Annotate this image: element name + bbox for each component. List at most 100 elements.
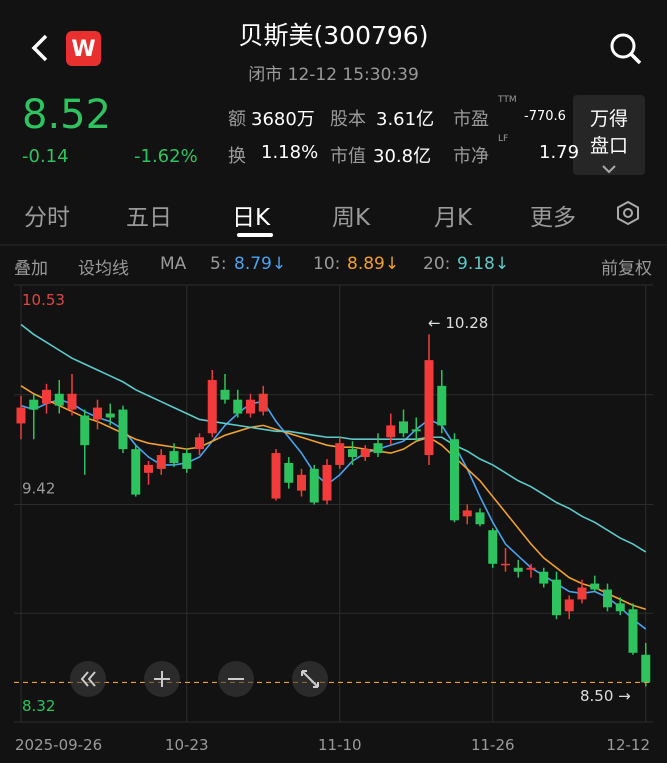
chevron bbox=[602, 165, 616, 174]
change-pct: -1.62% bbox=[134, 146, 198, 167]
candle-body bbox=[501, 563, 510, 566]
candle-body bbox=[246, 399, 255, 414]
ma-line bbox=[20, 385, 646, 611]
stat-value: -770.6 bbox=[524, 109, 566, 124]
candle-body bbox=[297, 474, 306, 491]
candle-body bbox=[424, 360, 434, 456]
candle-body bbox=[182, 453, 192, 469]
tab[interactable]: 分时 bbox=[24, 205, 70, 231]
candle-body bbox=[577, 587, 587, 600]
y-tick-label: 8.32 bbox=[22, 697, 55, 715]
candle-body bbox=[309, 468, 319, 503]
candle-body bbox=[450, 439, 459, 521]
tab[interactable]: 五日 bbox=[126, 205, 172, 231]
candle-body bbox=[411, 429, 421, 432]
candle-body bbox=[156, 455, 166, 469]
high-annotation: ← 10.28 bbox=[428, 314, 489, 332]
candle-body bbox=[220, 389, 230, 400]
market-depth-button[interactable] bbox=[573, 95, 645, 175]
back-button[interactable] bbox=[31, 34, 48, 62]
tab[interactable]: 月K bbox=[434, 205, 473, 231]
candle-body bbox=[105, 413, 115, 418]
legend-name: 20: bbox=[423, 254, 451, 274]
candle-body bbox=[437, 385, 447, 426]
candle-body bbox=[80, 415, 90, 446]
legend-name: 10: bbox=[313, 254, 341, 274]
y-tick-label: 10.53 bbox=[22, 291, 65, 309]
tab[interactable]: 周K bbox=[332, 205, 371, 231]
candle-body bbox=[54, 393, 64, 406]
tab[interactable]: 更多 bbox=[530, 205, 576, 231]
x-tick-label: 11-10 bbox=[318, 736, 362, 754]
candle-body bbox=[348, 449, 357, 458]
stat-label: 市值 bbox=[330, 146, 366, 167]
x-tick-label: 10-23 bbox=[165, 736, 209, 754]
candle-body bbox=[16, 407, 26, 424]
price: 8.52 bbox=[22, 92, 112, 138]
stat-sup: TTM bbox=[498, 95, 517, 105]
candle-body bbox=[590, 583, 600, 590]
change: -0.14 bbox=[22, 146, 69, 167]
x-tick-label: 2025-09-26 bbox=[15, 736, 102, 754]
candle-body bbox=[271, 453, 281, 499]
tab-underline bbox=[237, 233, 273, 237]
stat-value: 1.18% bbox=[261, 142, 319, 163]
stat-label: 换 bbox=[228, 146, 246, 167]
adjust-button[interactable]: 前复权 bbox=[601, 259, 652, 279]
search-button[interactable] bbox=[610, 33, 642, 65]
x-tick-label: 11-26 bbox=[471, 736, 515, 754]
logo-text: W bbox=[71, 37, 95, 62]
overlay-button[interactable]: 叠加 bbox=[14, 259, 48, 279]
stat-value: 30.8亿 bbox=[373, 146, 432, 167]
stat-label: 股本 bbox=[330, 109, 366, 130]
stat-label: 市净 bbox=[453, 146, 489, 167]
stock-title: 贝斯美(300796) bbox=[238, 21, 429, 50]
candle-body bbox=[641, 654, 651, 683]
candle-body bbox=[488, 530, 498, 564]
candle-body bbox=[615, 603, 625, 612]
legend-value: 9.18↓ bbox=[457, 254, 510, 274]
candle-body bbox=[360, 449, 370, 458]
stat-sup: LF bbox=[498, 134, 509, 144]
candle-body bbox=[207, 379, 217, 434]
candle-body bbox=[539, 571, 549, 584]
candle-body bbox=[258, 393, 268, 412]
candle-body bbox=[29, 399, 39, 410]
legend-value: 8.89↓ bbox=[347, 254, 400, 274]
candle-body bbox=[284, 462, 294, 483]
candle-body bbox=[93, 407, 102, 420]
candle-body bbox=[169, 451, 179, 463]
candle-body bbox=[335, 443, 345, 465]
candle-body bbox=[564, 599, 574, 612]
low-annotation: 8.50 → bbox=[580, 687, 631, 705]
button-text: 盘口 bbox=[589, 135, 628, 157]
candle-body bbox=[603, 589, 612, 608]
y-tick-label: 9.42 bbox=[22, 479, 55, 497]
stat-value: 3680万 bbox=[251, 109, 315, 130]
candle-body bbox=[373, 443, 383, 454]
settings-button[interactable] bbox=[617, 200, 639, 226]
legend-name: 5: bbox=[210, 254, 227, 274]
candle-body bbox=[462, 510, 472, 517]
candle-body bbox=[195, 437, 204, 450]
candle-body bbox=[526, 567, 536, 570]
candle-body bbox=[322, 464, 332, 501]
ma-label: MA bbox=[160, 254, 187, 274]
candle-body bbox=[513, 567, 523, 572]
candle-body bbox=[42, 389, 51, 404]
candle-body bbox=[144, 464, 153, 473]
set-ma-button[interactable]: 设均线 bbox=[78, 259, 129, 279]
tab-active[interactable]: 日K bbox=[232, 205, 271, 231]
candle-body bbox=[118, 409, 128, 450]
candle-body bbox=[399, 421, 408, 434]
legend-value: 8.79↓ bbox=[234, 254, 287, 274]
ma-line bbox=[20, 323, 647, 553]
stat-label: 市盈 bbox=[453, 109, 489, 130]
button-text: 万得 bbox=[589, 108, 628, 130]
x-tick-label: 12-12 bbox=[606, 736, 650, 754]
candle-body bbox=[475, 512, 485, 525]
logo bbox=[66, 31, 101, 66]
